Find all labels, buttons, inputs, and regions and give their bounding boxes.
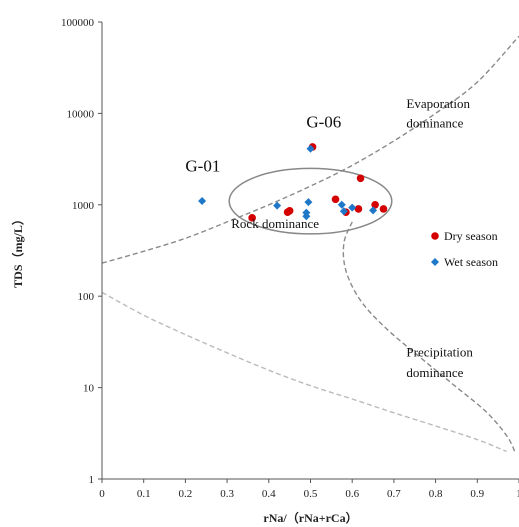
annotation-text: Rock dominance bbox=[231, 216, 319, 231]
wet-season-point bbox=[337, 200, 346, 209]
y-tick-label: 1000 bbox=[72, 200, 95, 212]
dry-season-point bbox=[285, 206, 294, 215]
annotation-text: Precipitation bbox=[406, 344, 473, 359]
x-tick-label: 0.6 bbox=[345, 488, 359, 500]
legend: Dry season Wet season bbox=[431, 229, 498, 269]
highlight-ellipse bbox=[228, 167, 393, 235]
x-tick-label: 1 bbox=[516, 488, 519, 500]
x-tick-label: 0.5 bbox=[304, 488, 318, 500]
wet-season-point bbox=[369, 206, 378, 215]
wet-season-point bbox=[304, 198, 313, 207]
legend-marker-wet-season bbox=[431, 258, 439, 266]
wet-season-point bbox=[339, 207, 348, 216]
dry-season-point bbox=[356, 174, 365, 183]
x-tick-label: 0.1 bbox=[137, 488, 151, 500]
dry-season-point bbox=[248, 214, 256, 222]
dry-season-point bbox=[379, 205, 388, 213]
x-tick-label: 0.2 bbox=[179, 488, 193, 500]
y-tick-label: 10000 bbox=[67, 108, 95, 120]
legend-marker-dry-season bbox=[431, 232, 439, 240]
axes bbox=[98, 21, 519, 483]
x-tick-label: 0 bbox=[99, 488, 105, 500]
annotation-text: dominance bbox=[406, 365, 463, 380]
x-tick-label: 0.8 bbox=[429, 488, 443, 500]
x-tick-labels: 0 0.1 0.2 0.3 0.4 0.5 0.6 0.7 0.8 0.9 1 bbox=[99, 488, 519, 500]
x-tick-label: 0.4 bbox=[262, 488, 276, 500]
wet-season-point bbox=[348, 203, 357, 212]
legend-label: Dry season bbox=[444, 229, 498, 243]
y-tick-label: 1 bbox=[89, 474, 95, 486]
wet-season-point bbox=[198, 197, 207, 206]
annotations: G-06 G-01 Evaporation dominance Rock dominan… bbox=[185, 96, 473, 380]
legend-label: Wet season bbox=[444, 255, 498, 269]
y-axis-label: TDS（mg/L） bbox=[10, 213, 25, 288]
y-tick-label: 100000 bbox=[61, 17, 95, 29]
x-tick-label: 0.3 bbox=[220, 488, 234, 500]
boundary-curve bbox=[342, 221, 516, 452]
annotation-text: G-06 bbox=[306, 113, 341, 132]
x-tick-label: 0.7 bbox=[387, 488, 401, 500]
boundary-curve bbox=[101, 291, 507, 453]
annotation-text: dominance bbox=[406, 116, 463, 131]
x-tick-label: 0.9 bbox=[470, 488, 484, 500]
data-points bbox=[198, 143, 388, 222]
boundary-curve bbox=[101, 35, 519, 264]
x-axis-label: rNa/（rNa+rCa） bbox=[263, 510, 357, 525]
annotation-text: Evaporation bbox=[406, 96, 470, 111]
wet-season-point bbox=[306, 144, 315, 153]
annotation-text: G-01 bbox=[185, 157, 220, 176]
wet-season-point bbox=[302, 212, 311, 221]
boundary-curves bbox=[101, 35, 519, 453]
dry-season-point bbox=[354, 205, 363, 213]
y-tick-label: 100 bbox=[78, 291, 95, 303]
y-tick-labels: 1 10 100 1000 10000 100000 bbox=[61, 17, 95, 486]
wet-season-point bbox=[273, 201, 282, 210]
dry-season-point bbox=[331, 195, 340, 204]
y-tick-label: 10 bbox=[83, 383, 95, 395]
